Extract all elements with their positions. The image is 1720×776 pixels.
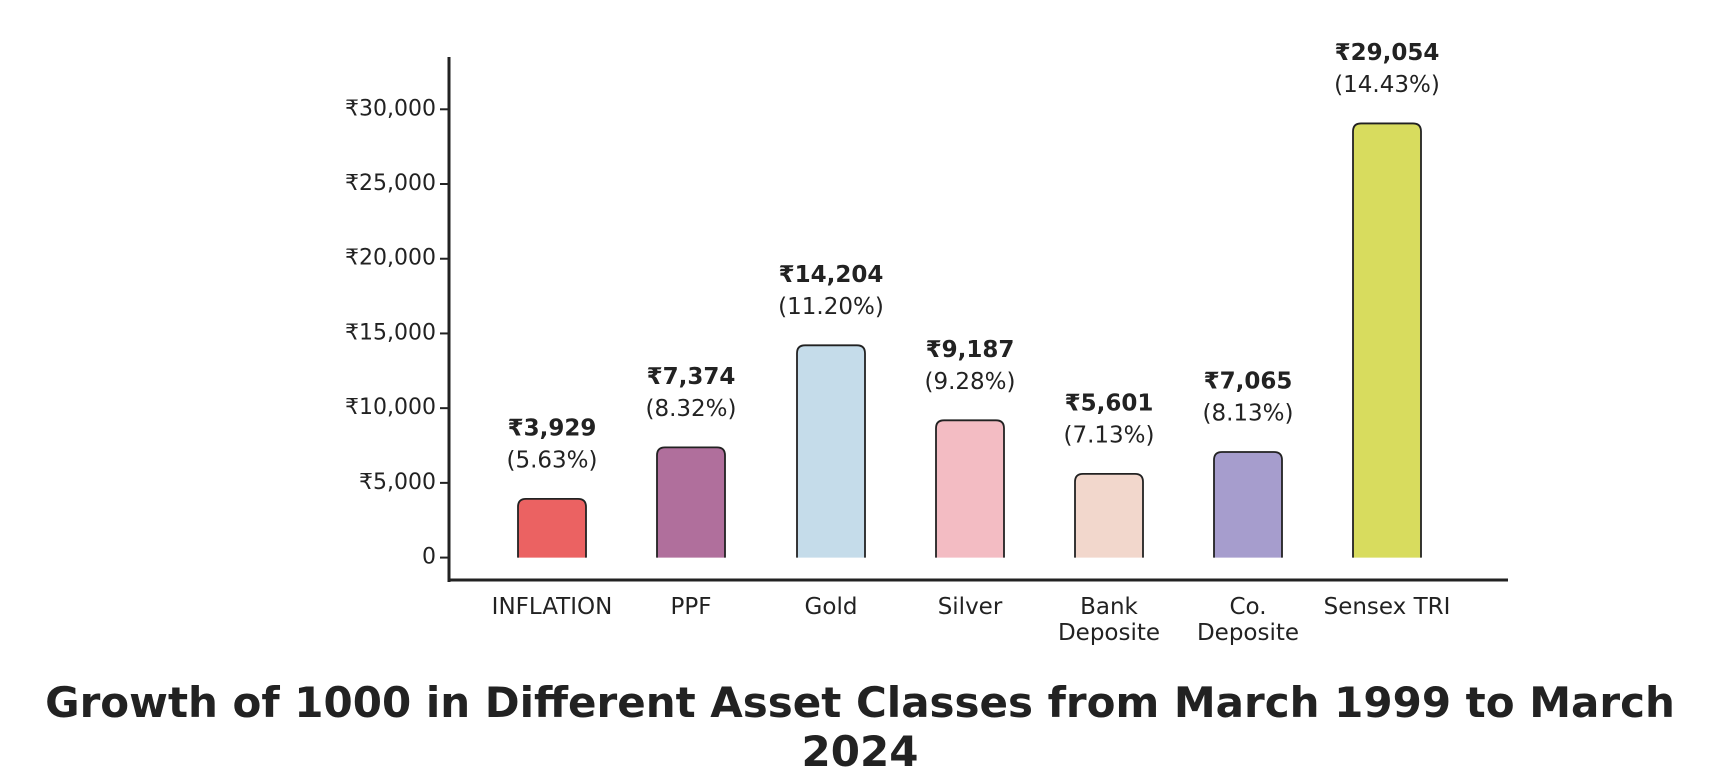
bar [1213, 451, 1283, 558]
bar [656, 446, 726, 558]
return-label: (7.13%) [1063, 422, 1154, 448]
value-label: ₹7,065 [1204, 369, 1293, 395]
value-label: ₹29,054 [1335, 40, 1440, 66]
x-tick-label: Gold [804, 594, 858, 620]
value-label: ₹5,601 [1065, 390, 1154, 416]
value-label: ₹7,374 [647, 364, 736, 390]
y-tick-label: ₹30,000 [345, 96, 436, 121]
bar [796, 344, 866, 558]
y-tick-label: 0 [422, 545, 436, 570]
x-tick-label: Co. Deposite [1196, 594, 1300, 646]
y-tick-label: ₹5,000 [359, 470, 436, 495]
x-tick-label: INFLATION [491, 594, 613, 620]
return-label: (5.63%) [506, 447, 597, 473]
value-label: ₹3,929 [508, 415, 597, 441]
x-tick-label: Silver [937, 594, 1003, 620]
y-tick-label: ₹10,000 [345, 395, 436, 420]
bar [935, 419, 1005, 558]
y-tick-label: ₹25,000 [345, 171, 436, 196]
chart-title: Growth of 1000 in Different Asset Classe… [45, 678, 1675, 776]
return-label: (11.20%) [778, 294, 884, 320]
page: 0 ₹5,000 ₹10,000 ₹15,000 ₹20,000 ₹25,000 ₹30,0… [45, 39, 1675, 776]
chart: 0 ₹5,000 ₹10,000 ₹15,000 ₹20,000 ₹25,000 ₹30,0… [345, 40, 1508, 582]
y-tick-label: ₹20,000 [345, 246, 436, 271]
value-label: ₹14,204 [779, 262, 884, 288]
return-label: (14.43%) [1334, 72, 1440, 98]
value-label: ₹9,187 [926, 337, 1015, 363]
return-label: (8.32%) [645, 396, 736, 422]
x-tick-label: Sensex TRI [1323, 594, 1451, 620]
x-tick-label: PPF [670, 594, 712, 620]
return-label: (9.28%) [924, 369, 1015, 395]
bar [1352, 122, 1422, 558]
bar [1074, 472, 1144, 558]
y-tick-label: ₹15,000 [345, 320, 436, 345]
bar [517, 497, 587, 558]
x-tick-label: Bank Deposite [1057, 594, 1161, 646]
return-label: (8.13%) [1202, 401, 1293, 427]
